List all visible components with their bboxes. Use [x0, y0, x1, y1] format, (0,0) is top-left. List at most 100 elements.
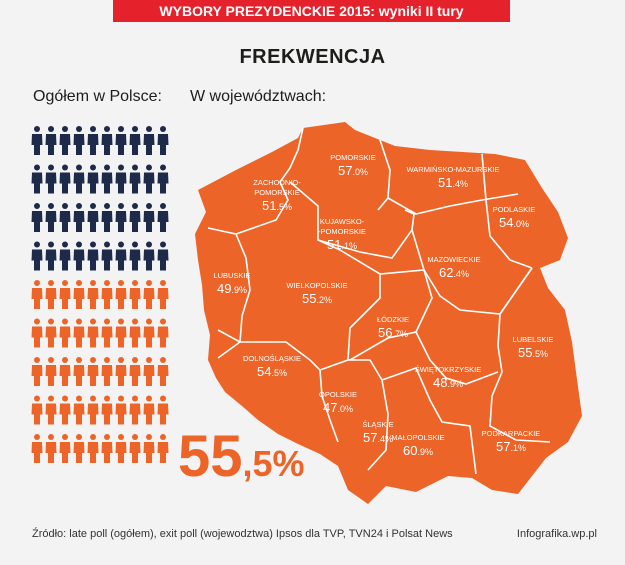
person-figure [59, 203, 71, 232]
person-figure [31, 318, 43, 348]
person-figure [115, 318, 127, 348]
person-figure [157, 318, 169, 348]
border-malopolskie [381, 366, 477, 475]
person-figure [59, 434, 71, 463]
region-name-label-line2: -POMORSKIE [318, 227, 366, 236]
region-borders [207, 127, 551, 475]
region-name-label: ZACHODNIO- [253, 178, 301, 187]
person-figure [157, 241, 169, 271]
overall-turnout-value: 55,5% [178, 428, 305, 486]
person-figure [129, 434, 141, 463]
border-kujawsko-south [317, 209, 415, 259]
border-warminsko-south [387, 193, 519, 215]
person-figure [157, 280, 169, 309]
person-figure [73, 203, 85, 232]
person-figure [73, 126, 85, 155]
person-figure [45, 241, 57, 271]
person-figure [101, 164, 113, 194]
person-figure [157, 126, 169, 155]
person-figure [129, 395, 141, 425]
person-figure [101, 280, 113, 309]
region-value-label: 57.4% [363, 430, 393, 445]
person-figure [45, 280, 57, 309]
person-figure [87, 241, 99, 271]
person-figure [101, 203, 113, 232]
person-figure [87, 203, 99, 232]
person-figure [157, 395, 169, 425]
region-value-label: 60.9% [403, 443, 433, 458]
person-figure [115, 203, 127, 232]
person-figure [157, 434, 169, 463]
person-figure [129, 164, 141, 194]
overall-int: 55 [178, 424, 243, 489]
region-value-label: 56.7% [378, 325, 408, 340]
border-dolnoslaskie-north [217, 329, 311, 361]
person-figure [73, 434, 85, 463]
region-name-label: PODLASKIE [493, 205, 536, 214]
region-value-label: 57.1% [496, 439, 526, 454]
region-value-label: 51.4% [438, 175, 468, 190]
person-figure [73, 280, 85, 309]
person-figure [129, 318, 141, 348]
person-figure [45, 318, 57, 348]
person-figure [59, 395, 71, 425]
person-figure [87, 126, 99, 155]
region-value-label: 49.9% [217, 281, 247, 296]
region-value-label: 47.0% [323, 400, 353, 415]
person-figure [101, 318, 113, 348]
person-figure [129, 203, 141, 232]
border-slaskie [348, 359, 389, 471]
region-value-label: 51.1% [327, 237, 357, 252]
person-figure [115, 434, 127, 463]
region-name-label: MAZOWIECKIE [427, 255, 480, 264]
credit-note: Infografika.wp.pl [516, 528, 597, 540]
person-figure [59, 126, 71, 155]
region-name-label: PODKARPACKIE [482, 429, 541, 438]
person-figure [157, 357, 169, 386]
border-swietokrzyskie [415, 331, 499, 385]
person-figure [87, 434, 99, 463]
region-value-label: 48.9% [433, 375, 463, 390]
person-figure [143, 357, 155, 386]
region-name-label: POMORSKIE [330, 153, 375, 162]
person-figure [59, 280, 71, 309]
person-figure [45, 357, 57, 386]
person-figure [45, 395, 57, 425]
region-name-label: KUJAWSKO- [320, 217, 365, 226]
person-figure [73, 395, 85, 425]
region-name-label: ŁÓDZKIE [377, 315, 409, 324]
person-figure [59, 164, 71, 194]
person-figure [31, 357, 43, 386]
border-zachodniopomorskie-east [207, 127, 304, 235]
person-figure [157, 203, 169, 232]
region-name-label: LUBELSKIE [513, 335, 554, 344]
poland-outline [195, 122, 582, 504]
person-figure [143, 280, 155, 309]
person-figure [87, 280, 99, 309]
person-figure [59, 318, 71, 348]
person-figure [101, 395, 113, 425]
person-figure [157, 164, 169, 194]
region-value-label: 54.0% [499, 215, 529, 230]
person-figure [73, 318, 85, 348]
person-figure [31, 164, 43, 194]
person-figure [129, 126, 141, 155]
region-name-label-line2: POMORSKIE [254, 188, 299, 197]
person-figure [101, 434, 113, 463]
person-figure [87, 164, 99, 194]
person-figure [73, 357, 85, 386]
source-note: Źródło: late poll (ogółem), exit poll (w… [32, 528, 453, 540]
person-figure [87, 395, 99, 425]
chart-title: FREKWENCJA [239, 46, 386, 68]
person-figure [143, 318, 155, 348]
person-figure [45, 434, 57, 463]
border-kujawsko-west [289, 181, 341, 251]
person-figure [143, 241, 155, 271]
region-name-label: ŚLĄSKIE [362, 420, 393, 429]
person-figure [73, 164, 85, 194]
person-figure [31, 203, 43, 232]
header-banner: WYBORY PREZYDENCKIE 2015: wyniki II tury [113, 0, 510, 22]
region-value-label: 57.0% [338, 163, 368, 178]
